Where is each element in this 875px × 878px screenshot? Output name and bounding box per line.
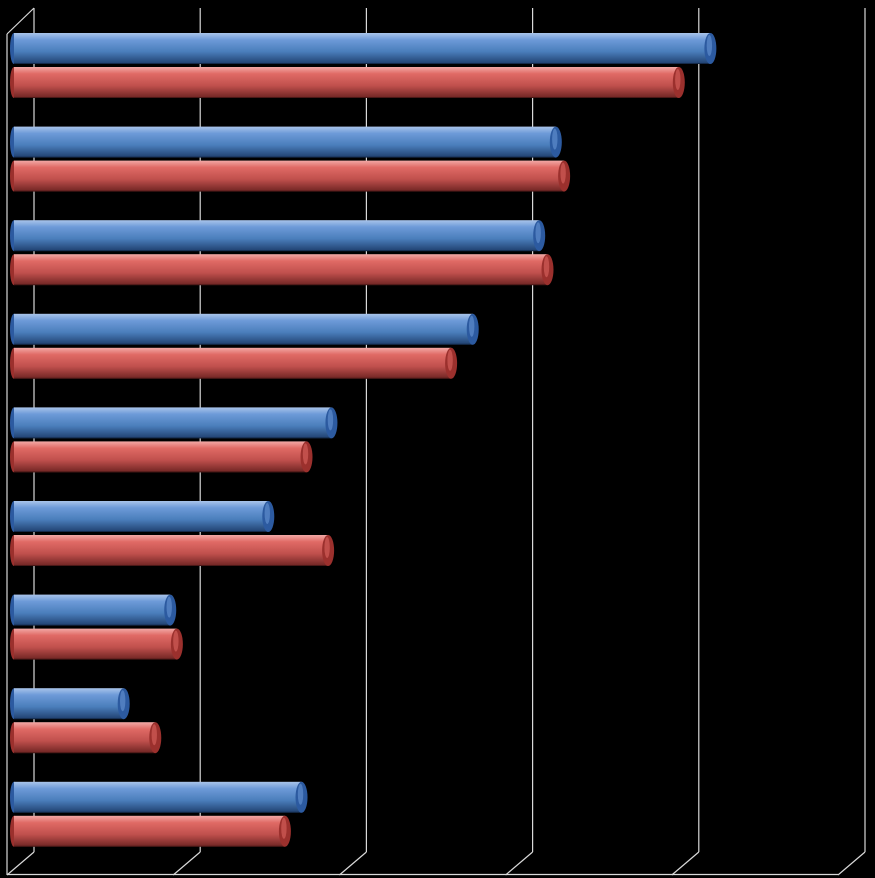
floor-gridline-4 [671,851,700,876]
bar-5-series-2 [10,441,313,473]
bar-7-series-2 [10,628,183,660]
bar-end-cap-highlight [552,128,558,150]
bar-body [14,441,307,473]
floor-gridline-2 [339,851,367,876]
bar-2-series-1 [10,126,562,158]
bar-end-cap-highlight [119,690,126,712]
chart-bars [10,33,717,847]
bar-end-cap-highlight [297,783,304,805]
bar-1-series-1 [10,33,717,64]
bar-6-series-2 [10,535,335,566]
bar-7-series-1 [10,594,177,626]
bar-5-series-1 [10,407,338,439]
bar-9-series-2 [10,815,291,847]
bar-end-cap-highlight [151,724,157,746]
bar-2-series-2 [10,160,571,192]
bar-body [14,628,177,660]
floor-gridline-3 [505,851,533,876]
bar-body [14,407,332,439]
floor-gridline-5 [837,851,866,876]
bar-body [14,501,269,532]
bar-end-cap-highlight [281,817,287,839]
floor-gridline-0 [6,851,35,876]
bar-3-series-1 [10,220,546,252]
bar-4-series-2 [10,347,458,379]
bar-body [14,126,556,158]
bar-body [14,220,540,252]
bar-body [14,535,329,566]
bar-body [14,347,452,379]
bar-3-series-2 [10,254,554,286]
bar-body [14,160,565,192]
bar-6-series-1 [10,501,275,532]
bar-4-series-1 [10,313,479,345]
bar-body [14,313,473,345]
bar-end-cap-highlight [166,596,172,618]
bar-end-cap-highlight [264,503,270,524]
bar-body [14,254,548,286]
bar-8-series-2 [10,722,162,754]
bar-end-cap-highlight [535,222,541,244]
bar-body [14,815,285,847]
bar-body [14,722,156,754]
bar-end-cap-highlight [447,349,453,371]
bar-end-cap-highlight [173,630,179,652]
side-wall-top-edge [6,7,35,35]
bar-end-cap-highlight [560,162,566,184]
bar-end-cap-highlight [543,256,550,278]
bar-end-cap-highlight [675,69,681,90]
bar-end-cap-highlight [302,443,309,465]
bar-body [14,781,302,813]
bar-8-series-1 [10,688,130,720]
bar-body [14,67,679,98]
bar-body [14,688,124,720]
bar-1-series-2 [10,67,685,98]
bar-end-cap-highlight [324,537,330,558]
bar-body [14,33,711,64]
bar-9-series-1 [10,781,308,813]
bar-end-cap-highlight [327,409,334,431]
bar-body [14,594,171,626]
floor-gridline-1 [172,851,201,876]
bar-end-cap-highlight [706,35,713,56]
bar-end-cap-highlight [469,315,475,337]
